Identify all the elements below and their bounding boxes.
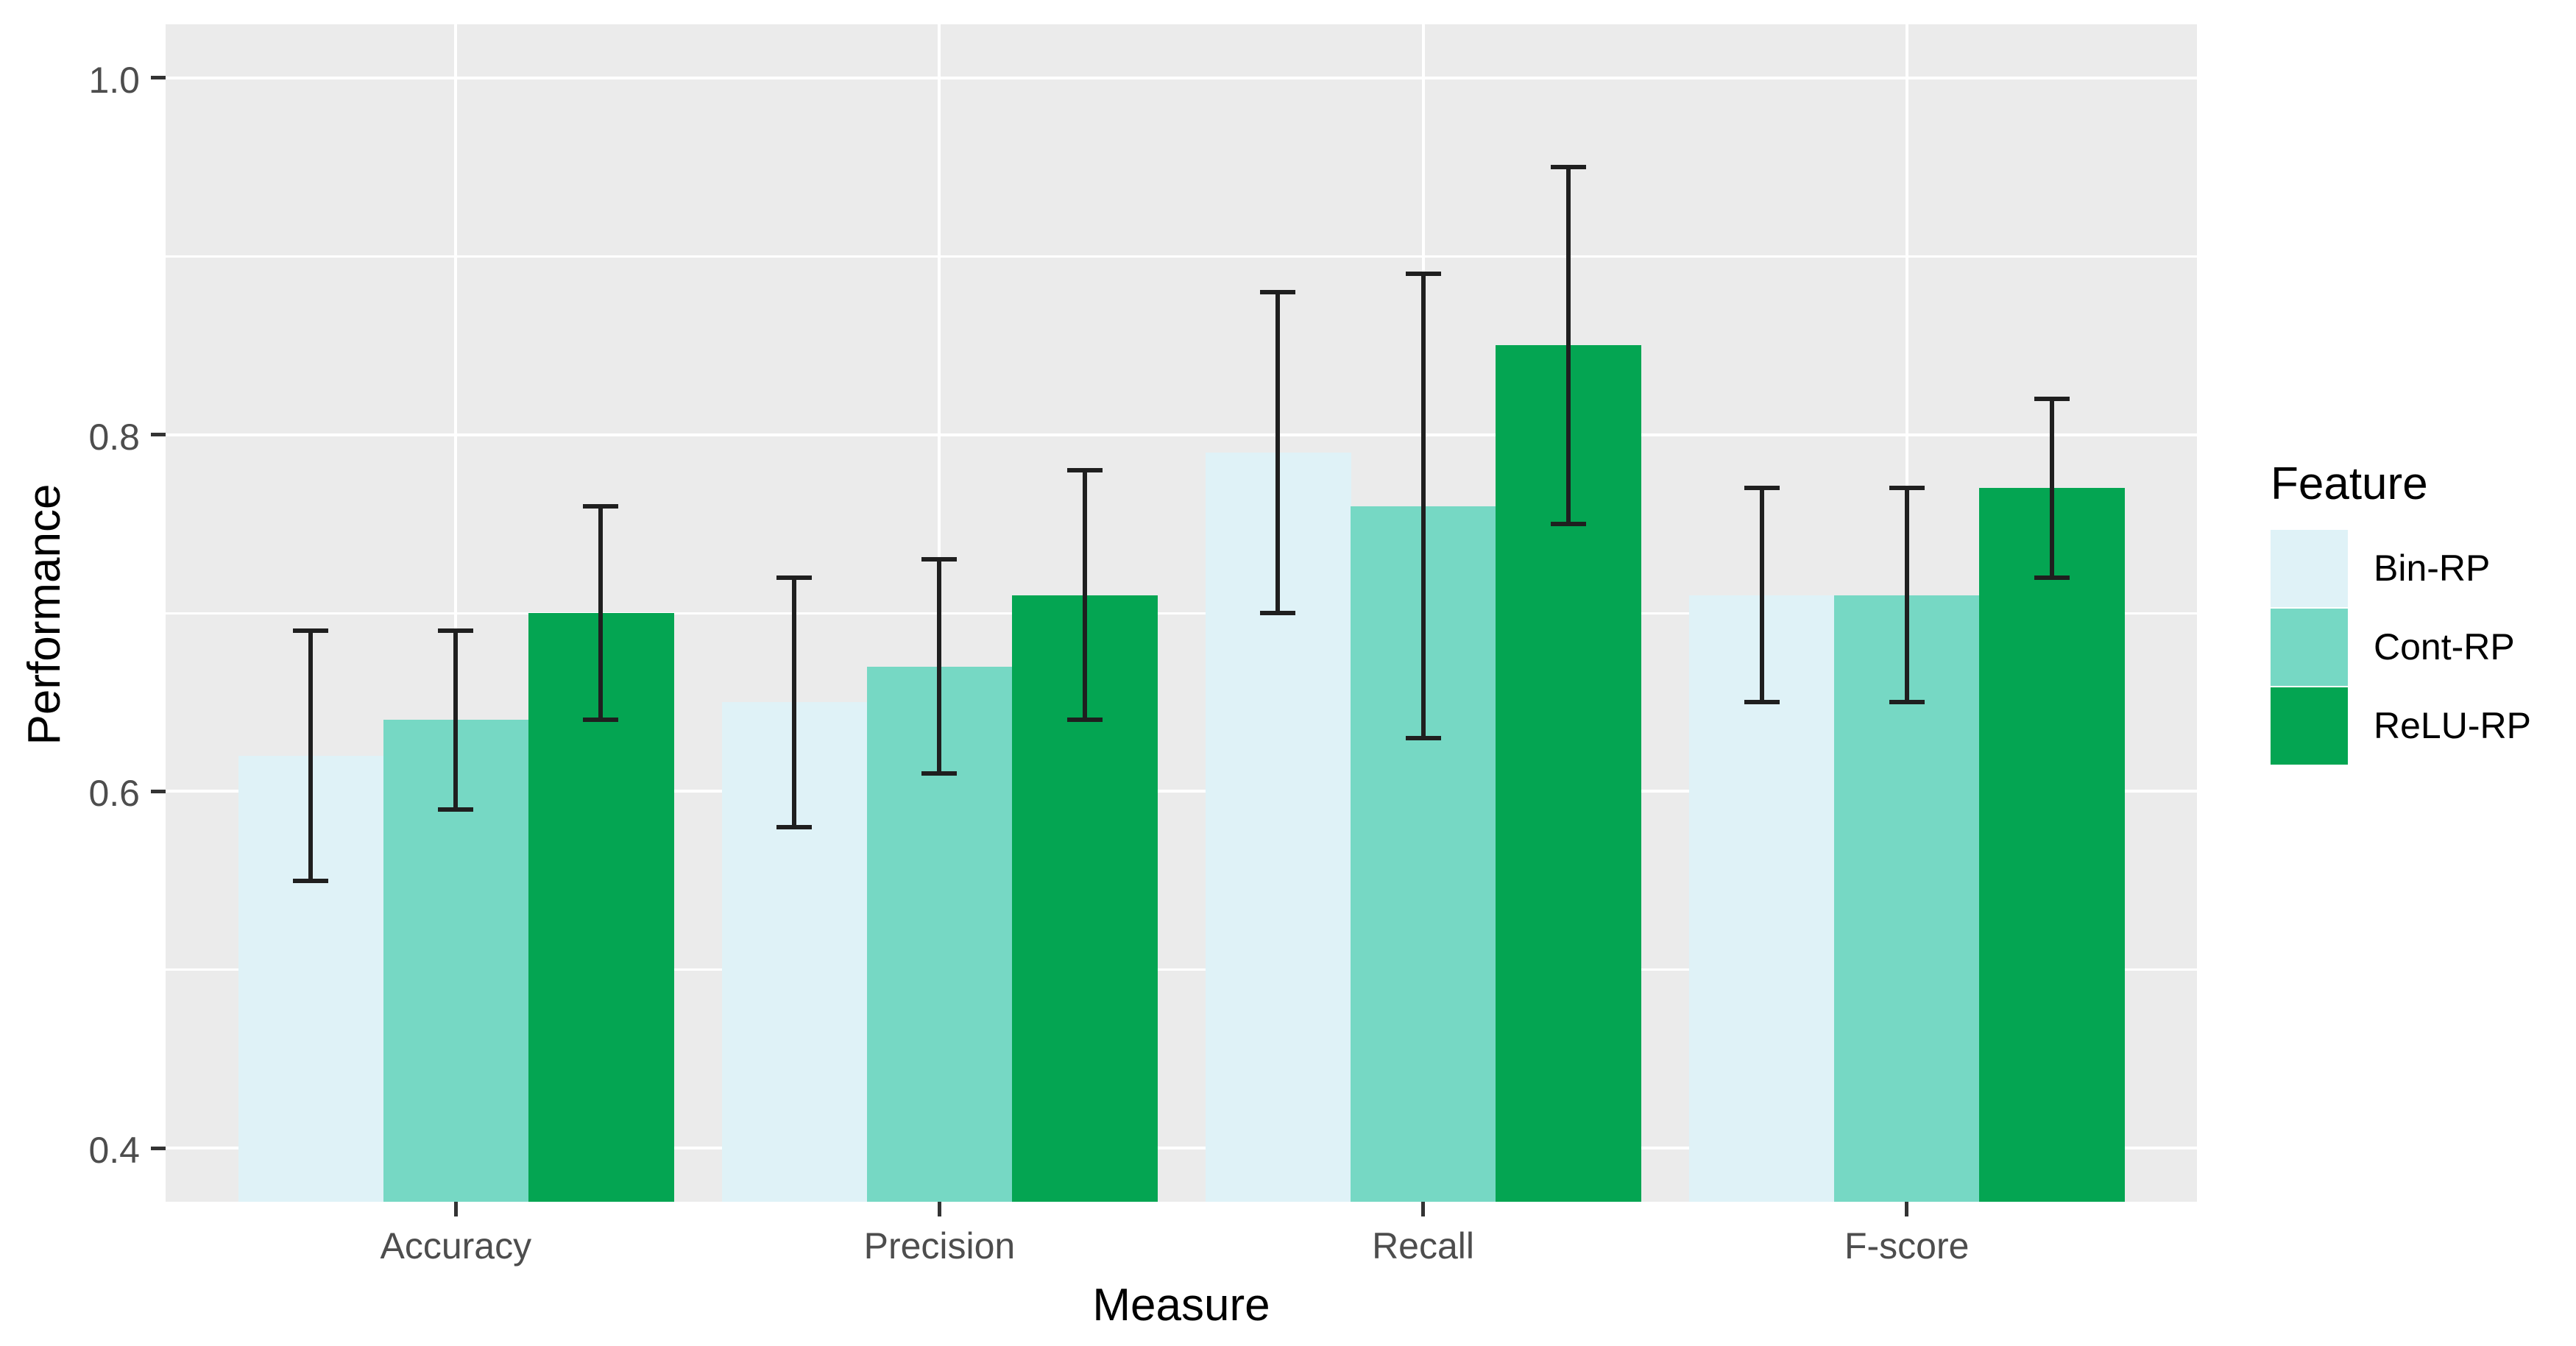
legend-label: Bin-RP	[2374, 548, 2491, 589]
x-tick-label-precision: Precision	[863, 1225, 1016, 1267]
gridline-minor-h	[166, 612, 2197, 614]
error-bar-cap-top	[1260, 289, 1296, 294]
x-tick-label-accuracy: Accuracy	[380, 1225, 532, 1267]
x-tick	[1421, 1202, 1426, 1216]
legend-label: ReLU-RP	[2374, 705, 2531, 746]
y-tick	[151, 789, 166, 793]
error-bar-cap-bottom	[921, 771, 958, 776]
gridline-major-h	[166, 76, 2197, 79]
x-tick	[1905, 1202, 1909, 1216]
x-tick	[453, 1202, 458, 1216]
error-bar-relu-rp-f-score	[2049, 399, 2054, 578]
gridline-minor-h	[166, 968, 2197, 971]
legend: Feature Bin-RP Cont-RP ReLU-RP	[2271, 460, 2565, 765]
legend-swatch-bin-rp-icon	[2271, 530, 2348, 607]
error-bar-cap-top	[1066, 468, 1103, 473]
x-tick-label-recall: Recall	[1372, 1225, 1475, 1267]
legend-swatch-relu-rp-icon	[2271, 687, 2348, 765]
error-bar-bin-rp-accuracy	[308, 631, 314, 881]
error-bar-cap-bottom	[2034, 575, 2070, 580]
y-tick-label: 1.0	[88, 59, 140, 101]
y-axis-title: Performance	[19, 484, 70, 745]
x-axis-title: Measure	[1092, 1280, 1270, 1331]
gridline-major-h	[166, 1147, 2197, 1150]
y-tick-label: 0.4	[88, 1130, 140, 1172]
error-bar-bin-rp-f-score	[1759, 488, 1764, 703]
error-bar-cap-top	[1405, 272, 1441, 277]
legend-entry: Bin-RP	[2271, 529, 2565, 608]
error-bar-cap-bottom	[1550, 521, 1586, 526]
error-bar-relu-rp-recall	[1565, 166, 1571, 524]
error-bar-cont-rp-f-score	[1904, 488, 1909, 703]
error-bar-cap-top	[438, 628, 474, 634]
plot-panel	[166, 24, 2197, 1202]
y-tick	[151, 1146, 166, 1150]
gridline-major-h	[166, 790, 2197, 793]
y-tick-label: 0.8	[88, 416, 140, 458]
error-bar-cont-rp-recall	[1420, 274, 1426, 738]
legend-entry: Cont-RP	[2271, 608, 2565, 687]
error-bar-cap-bottom	[1744, 700, 1780, 705]
error-bar-cap-bottom	[583, 718, 619, 723]
error-bar-cap-bottom	[293, 878, 329, 883]
error-bar-relu-rp-accuracy	[598, 506, 604, 720]
error-bar-cap-top	[293, 628, 329, 634]
error-bar-cap-bottom	[1405, 735, 1441, 740]
error-bar-cap-bottom	[1889, 700, 1925, 705]
gridline-major-v	[454, 24, 458, 1202]
error-bar-bin-rp-precision	[792, 577, 797, 827]
legend-title: Feature	[2271, 458, 2428, 509]
error-bar-cap-bottom	[438, 807, 474, 812]
x-tick-label-f-score: F-score	[1844, 1225, 1970, 1267]
error-bar-cap-top	[583, 503, 619, 509]
error-bar-cap-top	[1550, 164, 1586, 169]
error-bar-cap-bottom	[1066, 718, 1103, 723]
error-bar-cap-bottom	[776, 824, 813, 829]
gridline-major-h	[166, 433, 2197, 436]
error-bar-cap-bottom	[1260, 611, 1296, 615]
error-bar-cap-top	[1889, 486, 1925, 491]
error-bar-cap-top	[1744, 486, 1780, 491]
error-bar-cap-top	[776, 575, 813, 580]
error-bar-relu-rp-precision	[1082, 470, 1087, 720]
error-bar-cap-top	[921, 557, 958, 562]
error-bar-cont-rp-accuracy	[453, 631, 459, 810]
legend-swatch-cont-rp-icon	[2271, 609, 2348, 686]
y-tick	[151, 76, 166, 80]
error-bar-bin-rp-recall	[1275, 291, 1281, 613]
y-tick	[151, 433, 166, 437]
x-tick	[937, 1202, 941, 1216]
error-bar-cont-rp-precision	[937, 559, 942, 774]
gridline-minor-h	[166, 255, 2197, 258]
bar-relu-rp-f-score	[1979, 488, 2126, 1202]
y-tick-label: 0.6	[88, 773, 140, 815]
legend-entry: ReLU-RP	[2271, 687, 2565, 765]
legend-label: Cont-RP	[2374, 626, 2515, 667]
error-bar-cap-top	[2034, 397, 2070, 402]
